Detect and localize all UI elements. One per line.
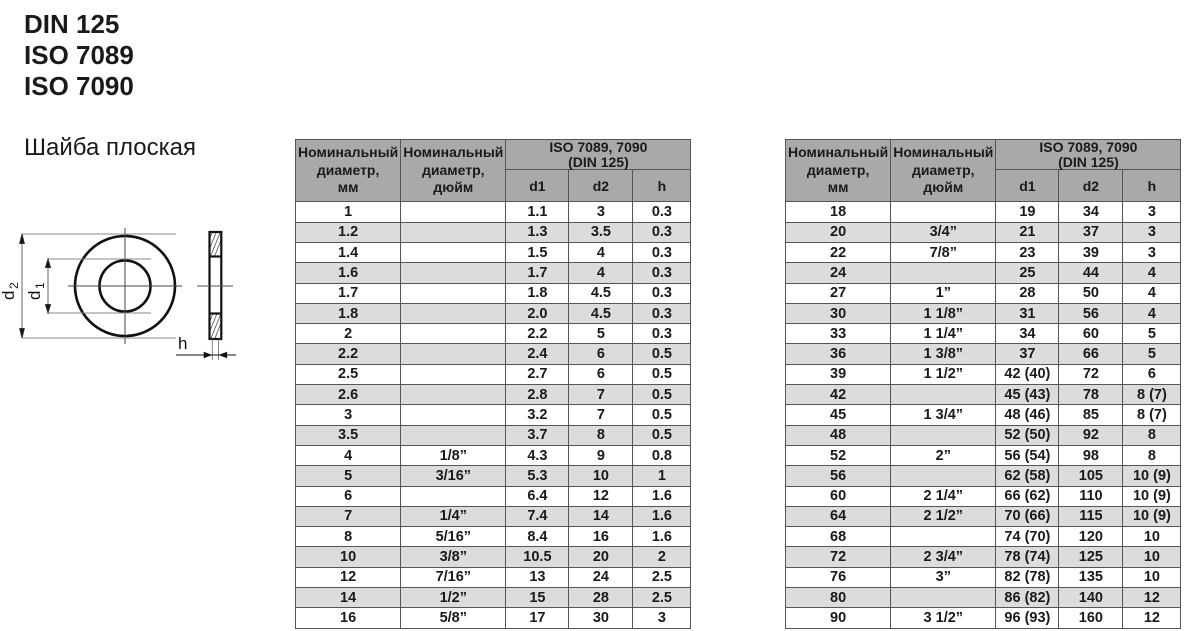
svg-text:1: 1: [33, 282, 47, 289]
svg-text:2: 2: [7, 282, 21, 289]
svg-text:d: d: [25, 291, 44, 300]
svg-text:d: d: [0, 291, 18, 300]
svg-text:h: h: [178, 334, 187, 353]
